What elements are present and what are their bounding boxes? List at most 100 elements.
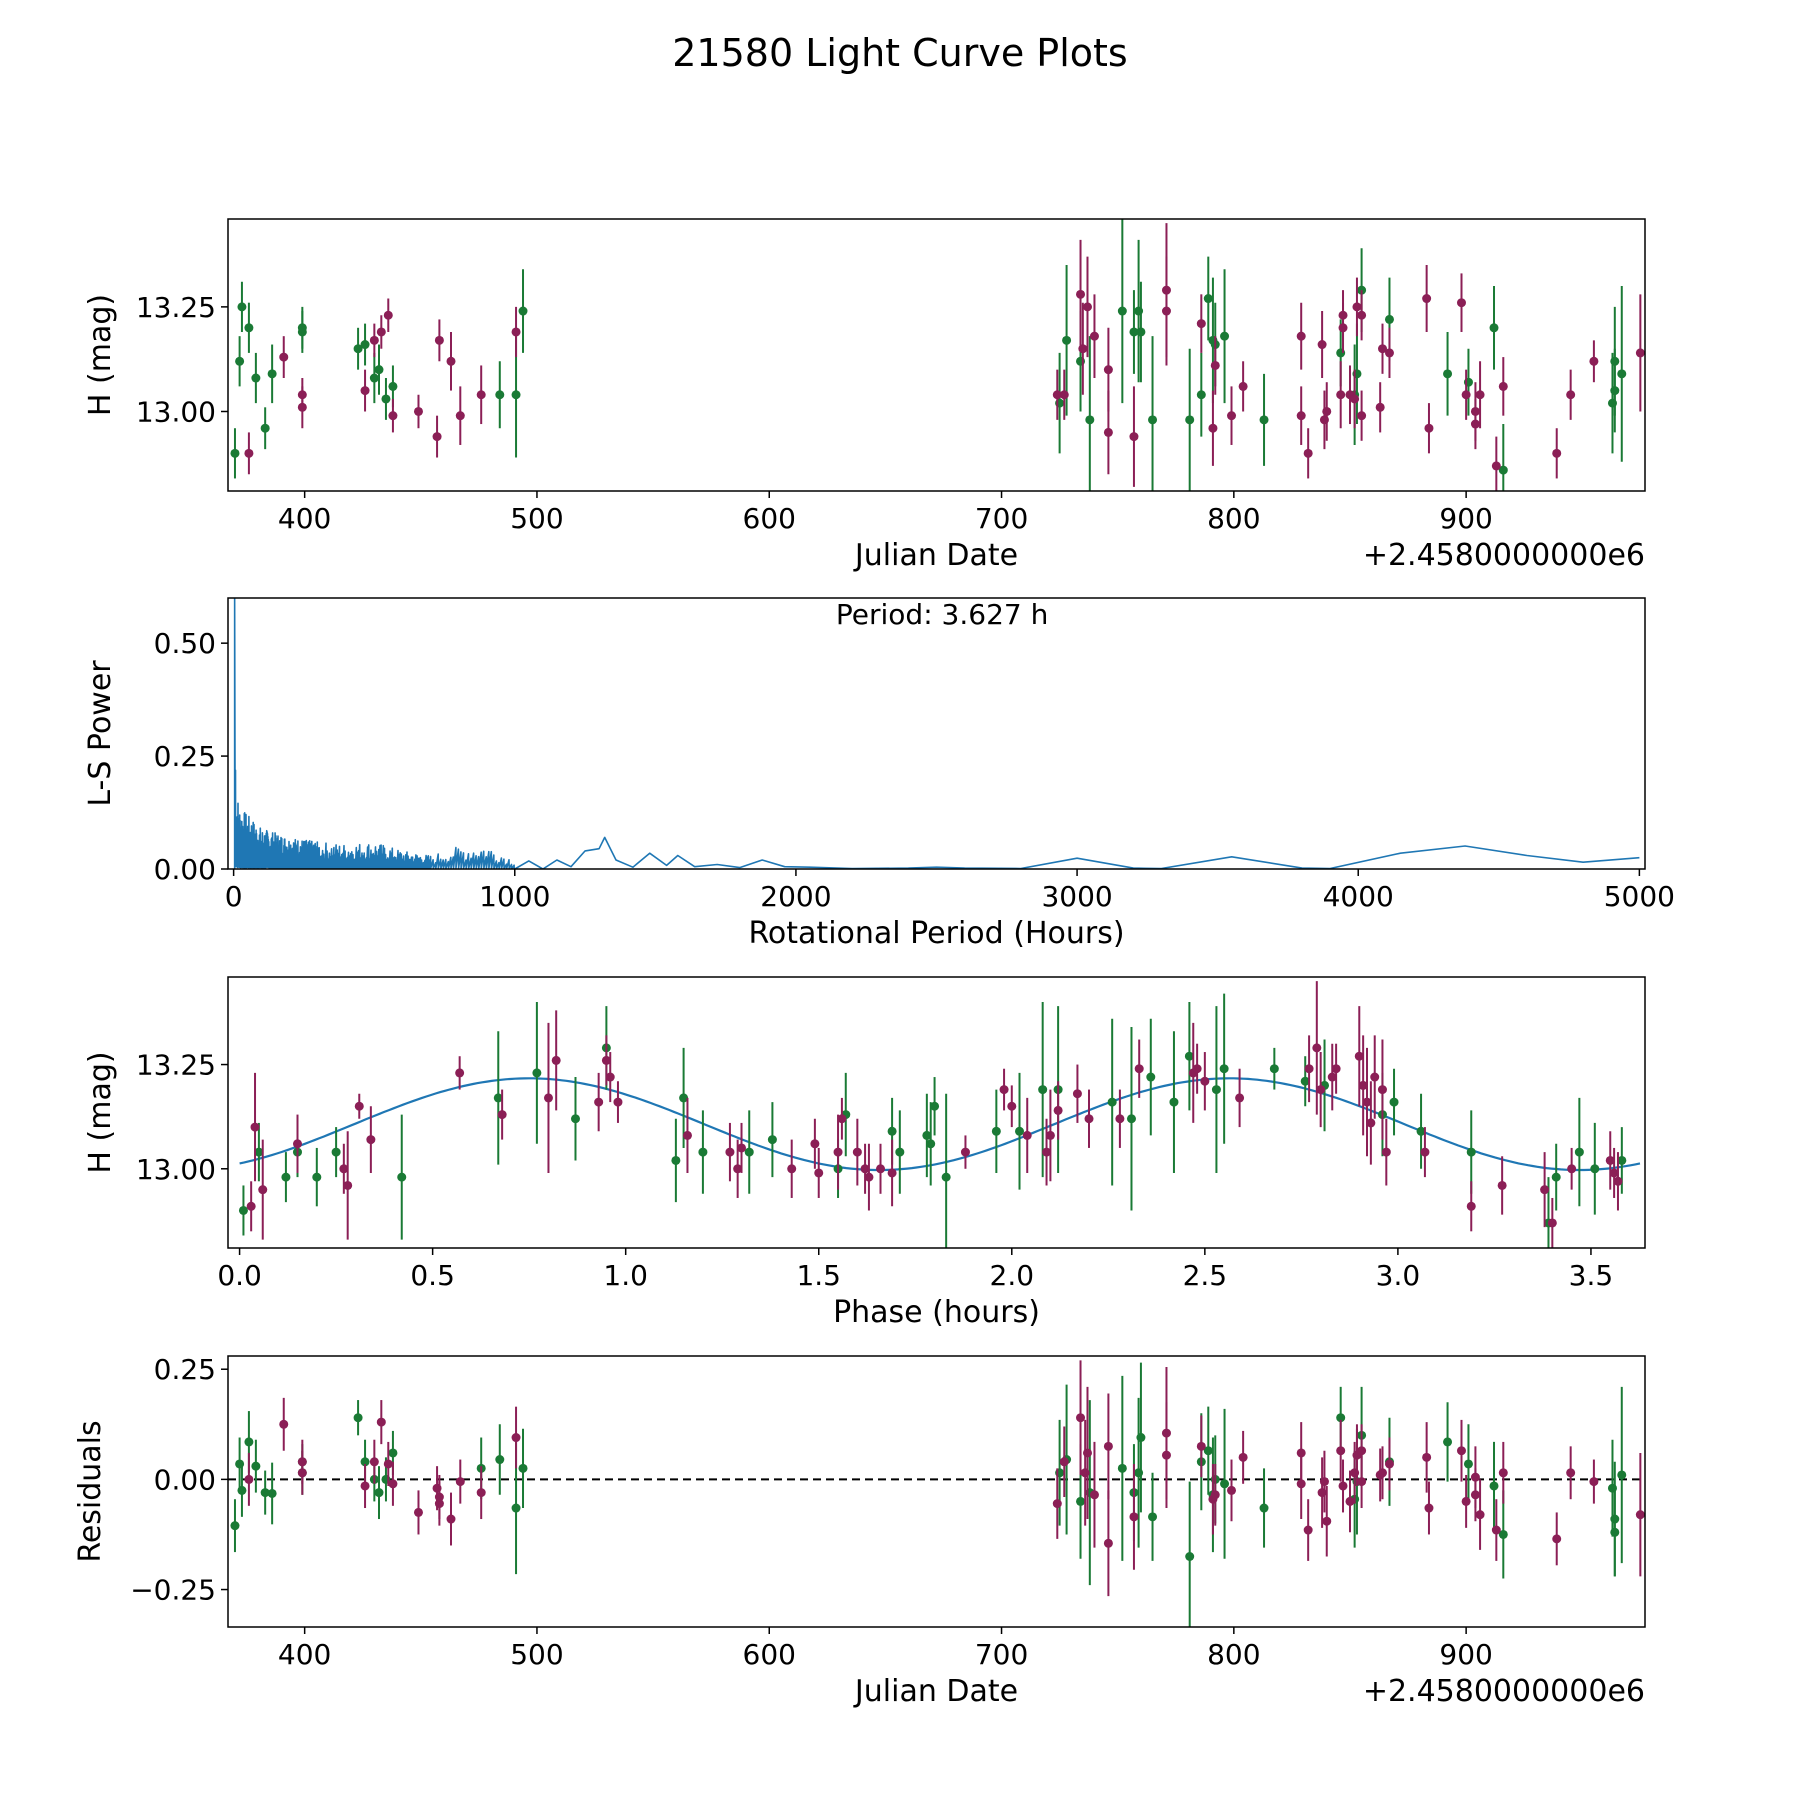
phased-purple-point [1042,1147,1052,1157]
residuals-purple-point [1491,1525,1501,1535]
residuals-green-point [260,1488,270,1498]
phased-purple-point [1381,1147,1391,1157]
residuals-purple-point [1296,1479,1306,1489]
residuals-purple-point [1103,1441,1113,1451]
phased-purple-point [1370,1072,1380,1082]
residuals-purple-point [1052,1499,1062,1509]
phased-purple-point [864,1172,874,1182]
phased-purple-point [1022,1130,1032,1140]
phased-green-point [1038,1085,1048,1095]
lightcurve-purple-point [1378,344,1388,354]
phased-xtick-label: 1.5 [796,1259,841,1292]
residuals-purple-point [1129,1512,1139,1522]
lightcurve-purple-point [360,386,370,396]
phased-purple-point [1327,1072,1337,1082]
phased-green-point [991,1126,1001,1136]
lightcurve-purple-point [1103,427,1113,437]
phased-purple-point [1304,1064,1314,1074]
periodogram-xtick-label: 5000 [1604,880,1675,913]
lightcurve-purple-point [476,390,486,400]
residuals-green-point [1443,1437,1453,1447]
lightcurve-xtick-label: 400 [278,502,331,535]
residuals-green-point [511,1503,521,1513]
periodogram-xlabel: Rotational Period (Hours) [748,916,1124,951]
lightcurve-green-point [244,323,254,333]
lightcurve-purple-point [1422,294,1432,304]
phased-purple-point [1567,1164,1577,1174]
phased-purple-point [787,1164,797,1174]
lightcurve-panel: 400 500 600 700 800 900 13.00 13.25 Julian Date H… [83,218,1646,573]
lightcurve-purple-point [1076,289,1086,299]
lightcurve-green-point [1203,294,1213,304]
phased-green-point [930,1101,940,1111]
lightcurve-purple-point [1082,302,1092,312]
residuals-purple-point [1303,1525,1313,1535]
residuals-green-point [251,1461,261,1471]
lightcurve-purple-point [1498,381,1508,391]
phased-green-point [1211,1085,1221,1095]
residuals-purple-point [1498,1468,1508,1478]
lightcurve-purple-point [1375,402,1385,412]
residuals-purple-point [297,1457,307,1467]
phased-green-point [1015,1126,1025,1136]
residuals-purple-point [383,1459,393,1469]
phased-purple-point [594,1097,604,1107]
residuals-green-point [495,1455,505,1465]
lightcurve-green-point [297,323,307,333]
residuals-green-point [1489,1481,1499,1491]
phased-xtick-label: 0.0 [217,1259,262,1292]
lightcurve-purple-point [1322,406,1332,416]
residuals-green-point [1220,1479,1230,1489]
lightcurve-xtick-label: 900 [1439,502,1492,535]
periodogram-line [233,598,1640,869]
residuals-green-point [1185,1551,1195,1561]
phased-purple-point [339,1164,349,1174]
phased-green-point [767,1135,777,1145]
residuals-ylabel: Residuals [73,1420,108,1562]
residuals-plot-area [228,1360,1645,1627]
lightcurve-green-point [1498,465,1508,475]
phased-green-point [397,1172,407,1182]
residuals-purple-point [1059,1457,1069,1467]
lightcurve-green-point [230,448,240,458]
lightcurve-xtick-label: 600 [743,502,796,535]
residuals-purple-point [1238,1452,1248,1462]
lightcurve-purple-point [1384,348,1394,358]
phased-green-point [493,1093,503,1103]
residuals-green-point [1617,1470,1627,1480]
phased-purple-point [343,1180,353,1190]
phased-purple-point [1134,1064,1144,1074]
lightcurve-purple-point [388,411,398,421]
residuals-purple-point [1384,1459,1394,1469]
periodogram-ytick-label: 0.50 [154,627,216,660]
lightcurve-purple-point [1456,298,1466,308]
lightcurve-purple-point [383,310,393,320]
residuals-purple-point [1076,1413,1086,1423]
phased-purple-point [292,1139,302,1149]
periodogram-panel: Period: 3.627 h 0 1000 2000 3000 4000 5000 0.00… [83,597,1675,951]
residuals-purple-point [1424,1503,1434,1513]
period-annotation: Period: 3.627 h [836,598,1048,631]
residuals-purple-point [244,1474,254,1484]
phased-purple-point [837,1114,847,1124]
lightcurve-purple-point [1338,310,1348,320]
residuals-green-point [374,1488,384,1498]
phased-purple-point [725,1147,735,1157]
periodogram-xtick-label: 3000 [1041,880,1112,913]
residuals-green-point [230,1521,240,1531]
phased-purple-point [810,1139,820,1149]
phased-purple-point [605,1072,615,1082]
phased-purple-point [860,1164,870,1174]
phased-ytick-label: 13.00 [136,1153,216,1186]
phased-purple-point [551,1055,561,1065]
periodogram-xtick-label: 4000 [1323,880,1394,913]
phased-green-point [922,1130,932,1140]
lightcurve-green-point [1610,386,1620,396]
lightcurve-green-point [369,373,379,383]
residuals-purple-point [1475,1510,1485,1520]
residuals-xtick-label: 600 [743,1638,796,1671]
phased-green-point [331,1147,341,1157]
residuals-green-point [360,1457,370,1467]
lightcurve-purple-point [1078,344,1088,354]
phased-purple-point [960,1147,970,1157]
